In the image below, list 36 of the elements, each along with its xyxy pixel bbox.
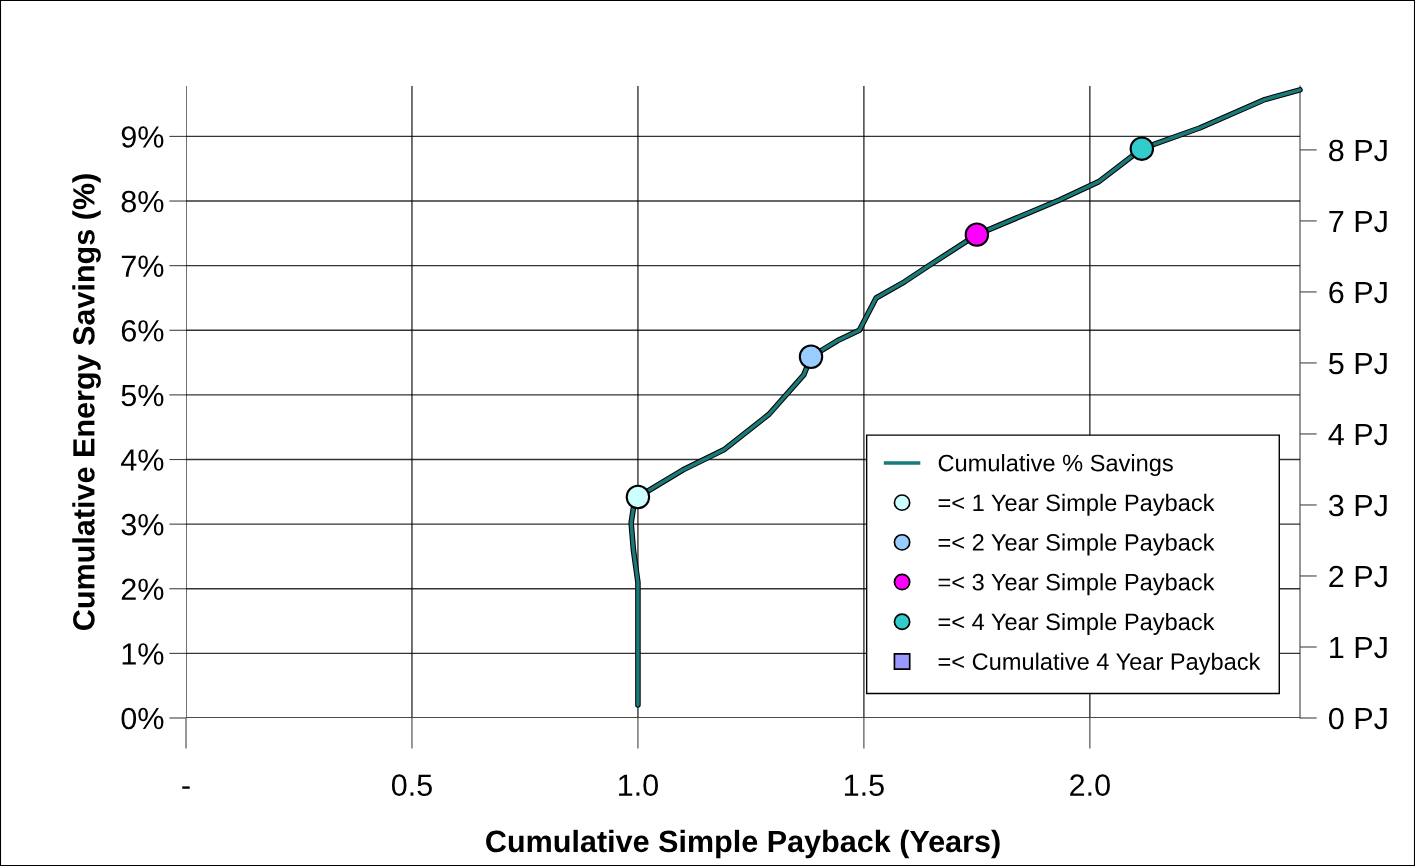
x-axis-title: Cumulative Simple Payback (Years) [486,829,1000,859]
y-tick-label: 8% [121,190,164,213]
y2-tick-label: 7 PJ [1329,210,1387,233]
y-tick-label: 9% [121,126,164,148]
x-tick-label: 1.5 [844,774,884,796]
x-tick-label: 1.0 [619,774,658,796]
legend-label: =< 4 Year Simple Payback [938,612,1215,635]
point [964,222,990,247]
y2-tick-label: 2 PJ [1329,565,1387,588]
legend-label: =< 3 Year Simple Payback [938,573,1215,596]
y2-tick-label: 3 PJ [1328,494,1387,517]
y2-tick-label: 0 PJ [1328,707,1387,730]
y-axis-title: Cumulative Energy Savings (%) [72,174,101,630]
x-tick-label: - [182,786,190,789]
y-tick-label: 2% [121,578,164,601]
point [625,484,651,510]
y-tick-label: 1% [122,643,164,665]
y2-tick-label: 5 PJ [1329,352,1387,375]
y2-tick-label: 4 PJ [1328,424,1387,446]
x-tick-label: 2.0 [1070,774,1110,796]
y-tick-label: 7% [121,255,164,277]
y-tick-label: 5% [121,384,164,407]
legend-label: =< Cumulative 4 Year Payback [938,652,1261,675]
legend-label: =< 2 Year Simple Payback [938,533,1215,556]
legend-label: =< 1 Year Simple Payback [938,493,1215,516]
y2-tick-label: 6 PJ [1329,281,1387,304]
y-tick-label: 6% [121,320,164,342]
y2-tick-label: 8 PJ [1329,139,1387,162]
point [798,344,824,369]
point [1129,136,1155,161]
y2-tick-label: 1 PJ [1330,637,1387,659]
legend-label: Cumulative % Savings [938,454,1173,477]
y-tick-label: 4% [121,449,164,471]
y-tick-label: 3% [121,513,164,536]
y-tick-label: 0% [121,707,164,730]
x-tick-label: 0.5 [391,774,432,796]
